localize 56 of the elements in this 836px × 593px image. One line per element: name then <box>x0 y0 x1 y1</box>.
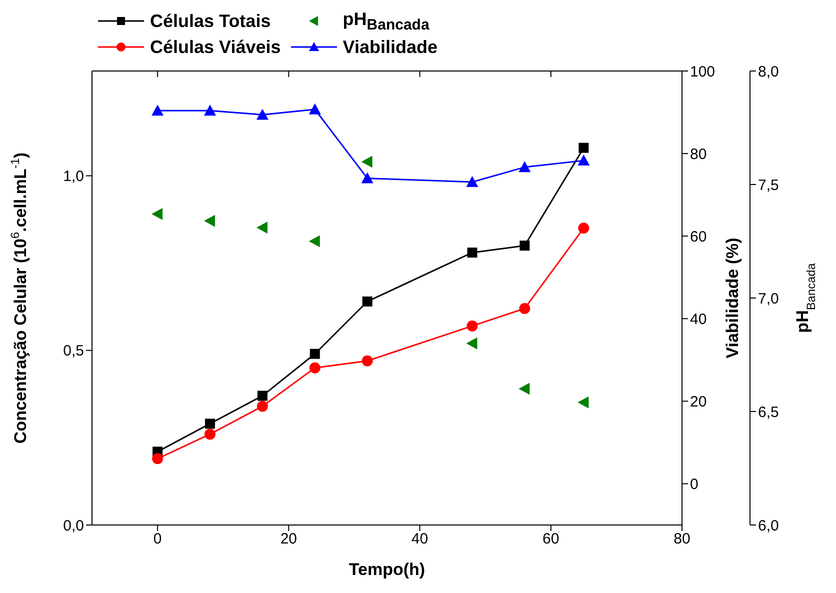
x-tick-label: 80 <box>674 530 690 548</box>
point <box>256 400 268 412</box>
point <box>308 103 321 114</box>
point <box>578 222 590 234</box>
y-tick-label: 0,0 <box>63 517 84 534</box>
point <box>518 382 530 395</box>
y2-tick-label: 20 <box>690 394 707 411</box>
point <box>578 396 589 408</box>
point <box>519 302 530 314</box>
point <box>578 142 589 153</box>
y2-tick-label: 100 <box>690 63 716 80</box>
y-tick-label: 0,5 <box>63 342 84 360</box>
x-tick-label: 60 <box>542 530 560 548</box>
point <box>466 176 478 188</box>
x-tick-label: 40 <box>411 530 428 548</box>
point <box>578 154 590 166</box>
y2-tick-label: 40 <box>690 310 707 328</box>
point <box>152 104 164 116</box>
point <box>467 248 478 258</box>
point <box>362 355 373 366</box>
y3-tick-label: 8,0 <box>758 63 779 80</box>
point <box>310 348 320 359</box>
y-tick-label: 1,0 <box>63 168 84 186</box>
y3-tick-label: 7,0 <box>758 290 779 308</box>
legend-label: Viabilidade <box>342 36 438 58</box>
point <box>520 240 530 251</box>
point <box>466 337 478 350</box>
point <box>152 453 164 464</box>
point <box>362 296 372 306</box>
x-tick-label: 20 <box>280 530 298 548</box>
point <box>152 208 163 220</box>
y3-tick-label: 6,0 <box>758 517 779 534</box>
point <box>518 161 531 172</box>
point <box>256 108 268 120</box>
point <box>256 222 268 234</box>
point <box>205 418 215 429</box>
x-axis-title: Tempo(h) <box>348 560 426 579</box>
y3-tick-label: 6,5 <box>758 404 779 421</box>
point <box>204 214 215 227</box>
point <box>466 320 478 332</box>
point <box>361 172 374 184</box>
point <box>308 235 320 248</box>
point <box>309 362 320 374</box>
legend-label: pH$_{Bancada}$ <box>342 8 430 34</box>
y2-axis-title: Viabilidade (%) <box>723 238 742 358</box>
y2-tick-label: 80 <box>690 146 707 163</box>
point <box>204 428 216 440</box>
legend-label: Células Viáveis <box>150 36 281 58</box>
legend-label: Células Totais <box>150 10 271 32</box>
y2-tick-label: 0 <box>690 476 698 494</box>
y2-tick-label: 60 <box>690 228 707 246</box>
y3-tick-label: 7,5 <box>758 176 779 194</box>
point <box>361 156 372 168</box>
x-tick-label: 0 <box>153 530 162 548</box>
point <box>257 390 268 401</box>
point <box>204 104 216 116</box>
